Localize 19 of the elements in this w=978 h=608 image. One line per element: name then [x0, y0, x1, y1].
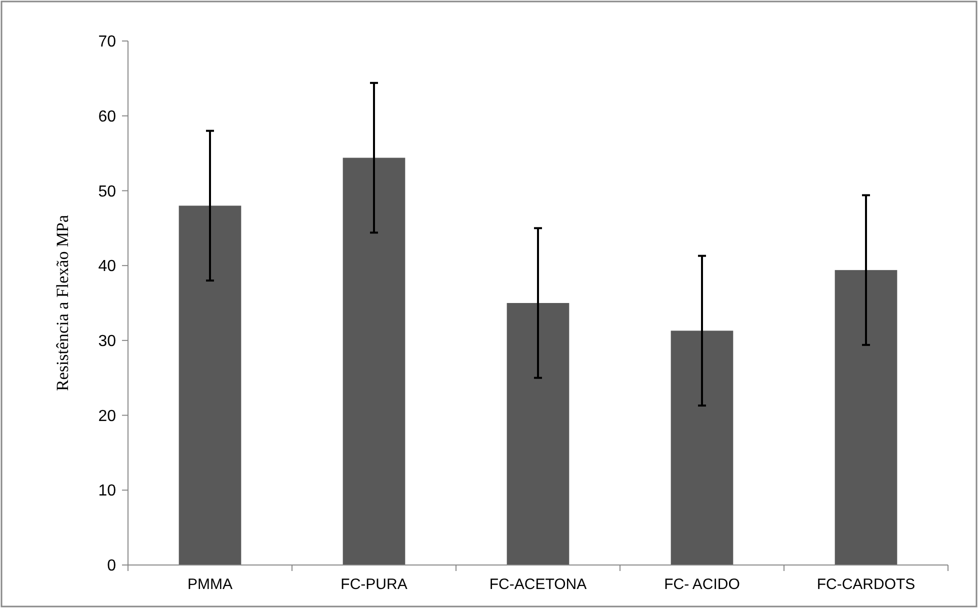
bar — [670, 330, 734, 565]
y-tick-label: 50 — [98, 183, 116, 200]
y-tick-label: 40 — [98, 258, 116, 276]
x-tick-label: FC- ACIDO — [664, 576, 740, 593]
y-tick-label: 70 — [98, 34, 116, 51]
x-tick-label: PMMA — [188, 576, 232, 593]
x-tick-label: FC-ACETONA — [489, 576, 587, 593]
bar — [834, 270, 898, 565]
x-tick-label: FC-CARDOTS — [816, 576, 916, 593]
y-tick-label: 20 — [98, 408, 116, 425]
y-tick-label: 10 — [98, 482, 116, 500]
x-tick-label: FC-PURA — [340, 576, 408, 593]
y-tick-label: 30 — [98, 333, 116, 350]
y-tick-label: 60 — [98, 108, 116, 126]
bar — [506, 303, 570, 565]
y-tick-label: 0 — [107, 558, 116, 575]
y-axis-title: Resistência a Flexão MPa — [53, 214, 72, 392]
bar — [342, 158, 406, 565]
bar — [178, 206, 242, 565]
